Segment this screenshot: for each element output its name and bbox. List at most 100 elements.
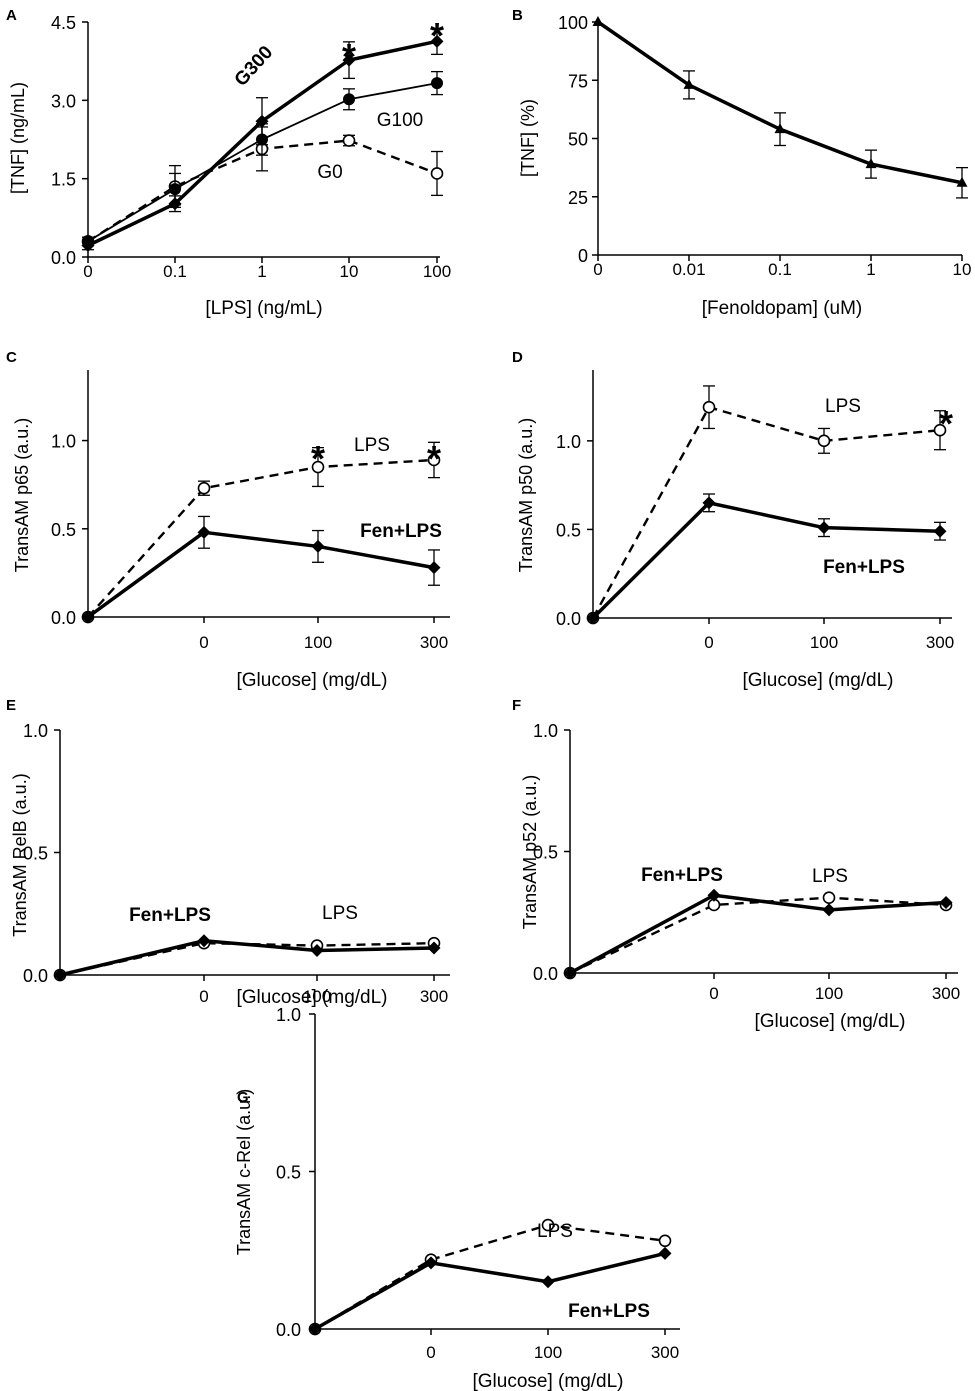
- panel-d-significance-asterisk: *: [939, 403, 953, 444]
- panel-c-series-lps-label: LPS: [354, 435, 390, 456]
- panel-e-series-fen-lps-diamond-marker: [427, 941, 441, 955]
- panel-a-y-tick-label: 1.5: [51, 170, 76, 190]
- panel-a-series-g0-open-circle-marker: [430, 167, 444, 180]
- panel-c-x-tick-label: 0: [199, 633, 208, 652]
- panel-f-y-tick-label: 0.0: [533, 964, 558, 984]
- panel-b-x-tick-label: 0: [593, 260, 602, 279]
- panel-f-series-lps-label: LPS: [812, 866, 848, 887]
- panel-e-y-tick-label: 0.5: [23, 844, 48, 864]
- panel-d-series-lps-open-circle-marker: [817, 434, 831, 448]
- panel-c-series-lps-line: [87, 458, 435, 618]
- panel-c-x-axis-label: [Glucose] (mg/dL): [237, 670, 388, 691]
- panel-f-letter: F: [512, 697, 521, 714]
- panel-c-series-fen-lps-label: Fen+LPS: [360, 521, 442, 542]
- panel-e-series-fen-lps: [53, 934, 441, 982]
- panel-d-series-fen-lps-line: [591, 501, 941, 620]
- panel-d-series-fen-lps-diamond-marker: [586, 611, 600, 625]
- panel-e-series-fen-lps-diamond-marker: [197, 934, 211, 948]
- panel-e-y-axis-label: TransAM RelB (a.u.): [10, 773, 30, 936]
- panel-f-y-axis-label: TransAM p52 (a.u.): [520, 775, 540, 929]
- panel-c-series-lps-open-circle-marker: [197, 481, 211, 495]
- panel-f-y-tick-label: 0.5: [533, 843, 558, 863]
- panel-f: F 0.0 0.5 1.0 0 100 300 TransAM p52 (a.u.) [Gluc…: [512, 697, 960, 1032]
- panel-a-series-g300-diamond-marker: [255, 114, 269, 128]
- panel-d-series-fen-lps-diamond-marker: [702, 496, 716, 510]
- panel-a-series-g0-open-circle-marker: [342, 134, 356, 147]
- panel-b-y-axis-label: [TNF] (%): [518, 99, 538, 177]
- panel-e-series-lps-label: LPS: [322, 903, 358, 924]
- panel-d: D 0.0 0.5 1.0 0 100 300 TransAM p50 (a.u.) [Gluc…: [512, 349, 954, 691]
- panel-g-series-fen-lps: [308, 1246, 672, 1336]
- panel-g-y-tick-label: 0.5: [276, 1163, 301, 1183]
- panel-a-series-g300-diamond-marker: [81, 239, 95, 253]
- panel-e-series-fen-lps-line: [59, 938, 435, 977]
- panel-g-series-fen-lps-diamond-marker: [308, 1322, 322, 1336]
- panel-f-series-fen-lps-diamond-marker: [822, 903, 836, 917]
- panel-d-x-tick-label: 100: [810, 633, 838, 652]
- panel-a-series-g300-label: G300: [231, 42, 278, 91]
- panel-g-series-fen-lps-label: Fen+LPS: [568, 1301, 650, 1322]
- panel-g-series-lps-open-circle-marker: [541, 1218, 555, 1232]
- panel-a-x-tick-label: 100: [423, 262, 451, 281]
- panel-d-x-tick-label: 300: [926, 633, 954, 652]
- panel-a-series-g100-filled-circle-marker: [169, 183, 181, 196]
- panel-a-series-g0-label: G0: [317, 162, 342, 183]
- panel-d-letter: D: [512, 349, 523, 366]
- panel-d-y-tick-label: 0.5: [556, 520, 581, 540]
- panel-e-series-fen-lps-diamond-marker: [53, 968, 67, 982]
- panel-a-y-tick-label: 3.0: [51, 91, 76, 111]
- panel-f-series-lps-line: [569, 896, 947, 975]
- panel-b-series-fenoldopam: [592, 16, 968, 199]
- panel-g: G 0.0 0.5 1.0 0 100 300 TransAM c-Rel (a.u.) [Gl…: [234, 1005, 680, 1391]
- panel-c-series-lps-open-circle-marker: [427, 453, 441, 467]
- panel-d-series-lps-open-circle-marker: [933, 423, 947, 437]
- panel-c-y-tick-label: 0.5: [51, 520, 76, 540]
- panel-b-series-fenoldopam-triangle-marker: [865, 158, 877, 169]
- panel-a-series-g300-diamond-marker: [168, 197, 182, 211]
- panel-c-series-fen-lps-diamond-marker: [197, 525, 211, 539]
- panel-d-series-lps-open-circle-marker: [702, 400, 716, 414]
- panel-f-series-fen-lps-label: Fen+LPS: [641, 865, 723, 886]
- panel-a-series-g300-diamond-marker: [430, 34, 444, 48]
- panel-d-series-fen-lps-diamond-marker: [817, 521, 831, 535]
- panel-c: C 0.0 0.5 1.0 0 100 300 TransAM p65 (a.u.) [Gluc…: [6, 349, 450, 691]
- panel-a: A 0.0 1.5 3.0 4.5 0 0.1 1 10 100 [TNF] (ng/mL) [LPS…: [6, 7, 451, 319]
- panel-b-series-fenoldopam-line: [597, 20, 963, 185]
- panel-c-series-fen-lps-diamond-marker: [311, 539, 325, 553]
- panel-e-x-tick-label: 300: [420, 987, 448, 1006]
- panel-d-y-tick-label: 1.0: [556, 432, 581, 452]
- panel-c-significance-asterisk: *: [311, 438, 325, 479]
- panel-d-x-axis-label: [Glucose] (mg/dL): [743, 670, 894, 691]
- panel-a-series-g300: [81, 27, 444, 253]
- panel-a-series-g100-label: G100: [377, 110, 423, 131]
- panel-b-y-tick-label: 50: [568, 130, 588, 150]
- panel-e-x-tick-label: 100: [303, 987, 331, 1006]
- panel-b-y-tick-label: 100: [558, 13, 588, 33]
- panel-b-series-fenoldopam-triangle-marker: [774, 123, 786, 134]
- panel-c-series-fen-lps: [81, 515, 441, 624]
- panel-c-y-axis-label: TransAM p65 (a.u.): [12, 418, 32, 572]
- panel-a-series-g300-diamond-marker: [342, 53, 356, 67]
- panel-a-significance-asterisk: *: [430, 15, 444, 56]
- panel-g-series-lps-open-circle-marker: [658, 1234, 672, 1248]
- panel-a-y-tick-label: 4.5: [51, 13, 76, 33]
- panel-e-y-tick-label: 0.0: [23, 966, 48, 986]
- panel-f-series-fen-lps-line: [569, 893, 947, 975]
- panel-e-letter: E: [6, 697, 16, 714]
- panel-f-series-lps-open-circle-marker: [822, 891, 836, 904]
- panel-b: B 0 25 50 75 100 0 0.01 0.1 1 10 [TNF] (%) [Fenoldop…: [512, 7, 971, 319]
- panel-f-x-axis-label: [Glucose] (mg/dL): [755, 1011, 906, 1032]
- panel-a-x-tick-label: 0.1: [163, 262, 187, 281]
- panel-d-series-lps: [586, 385, 947, 625]
- panel-e-series-fen-lps-label: Fen+LPS: [129, 905, 211, 926]
- panel-d-series-fen-lps-label: Fen+LPS: [823, 557, 905, 578]
- panel-e-x-axis-label: [Glucose] (mg/dL): [237, 987, 388, 1008]
- panel-g-x-axis-label: [Glucose] (mg/dL): [473, 1371, 624, 1391]
- panel-b-x-axis-label: [Fenoldopam] (uM): [702, 298, 863, 319]
- panel-c-series-fen-lps-line: [86, 530, 435, 619]
- panel-g-y-tick-label: 0.0: [276, 1320, 301, 1340]
- panel-g-letter: G: [237, 1089, 249, 1106]
- panel-g-series-fen-lps-diamond-marker: [541, 1275, 555, 1289]
- panel-f-y-tick-label: 1.0: [533, 721, 558, 741]
